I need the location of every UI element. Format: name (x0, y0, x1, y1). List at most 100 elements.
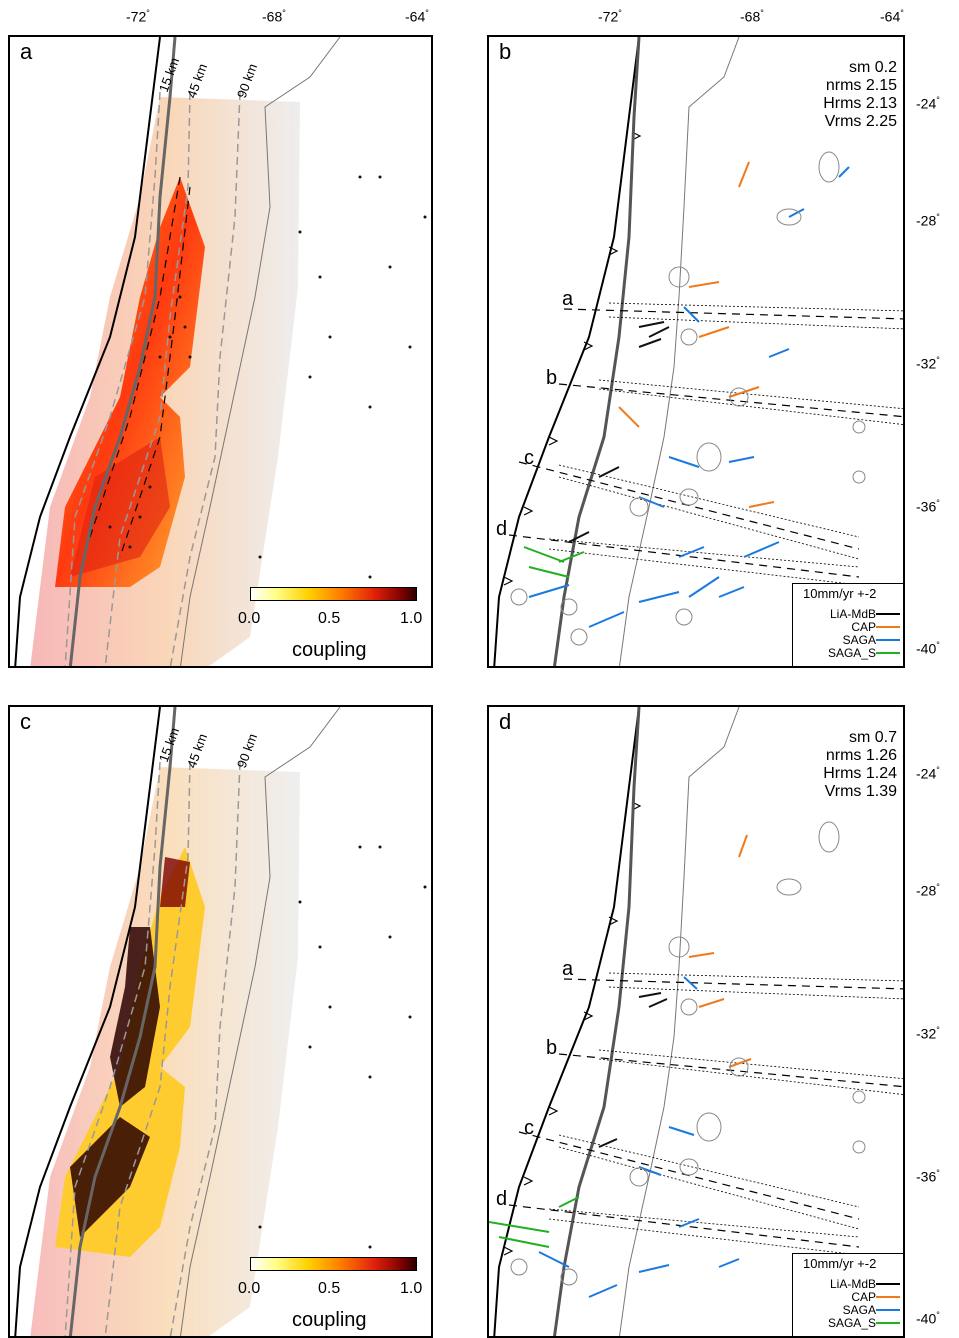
coupling-patch-high (160, 857, 190, 907)
stat-hrms: Hrms 1.24 (823, 765, 897, 782)
depth-contour-45 (104, 91, 191, 666)
panel-d-canvas (489, 707, 903, 1336)
contour-line (89, 176, 181, 538)
coastline (68, 37, 177, 666)
legend-entry: LiA-MdB (829, 1277, 876, 1291)
coastline (68, 707, 177, 1336)
lat-tick: -36° (916, 498, 940, 515)
lat-tick: -24° (916, 95, 940, 112)
profile-label: b (546, 367, 558, 389)
stat-vrms: Vrms 2.25 (824, 113, 897, 130)
stat-sm: sm 0.2 (848, 59, 897, 76)
profile-label: d (496, 1188, 508, 1210)
profile-lines (508, 972, 903, 1256)
trench-line (14, 707, 161, 1336)
lat-tick: -40° (916, 640, 940, 657)
colorbar-tick: 0.5 (318, 1280, 341, 1297)
depth-contour-15 (64, 761, 161, 1336)
lat-tick: -28° (916, 212, 940, 229)
profile-label: a (562, 958, 574, 980)
lat-tick: -36° (916, 1168, 940, 1185)
legend-entry: SAGA (842, 633, 876, 647)
lat-tick: -32° (916, 1025, 940, 1042)
profile-label: a (562, 288, 574, 310)
profile-lines (508, 302, 903, 586)
colorbar-tick: 1.0 (400, 610, 423, 627)
legend-scale: 10mm/yr +-2 (803, 586, 877, 601)
legend-entry: SAGA_S (827, 1316, 876, 1330)
trench-teeth (503, 131, 642, 586)
fit-statistics: sm 0.7 nrms 1.26 Hrms 1.24 Vrms 1.39 (823, 729, 897, 801)
station-dots (108, 175, 427, 579)
velocity-arrows (523, 161, 850, 628)
colorbar-tick: 0.0 (238, 610, 261, 627)
station-dots (258, 845, 427, 1249)
country-border (619, 707, 740, 1336)
panel-letter: b (499, 39, 512, 64)
coupling-colorbar (250, 587, 417, 601)
lat-tick: -40° (916, 1310, 940, 1327)
error-ellipses (510, 821, 866, 1286)
stat-nrms: nrms 2.15 (825, 77, 897, 94)
coupling-colorbar (250, 1257, 417, 1271)
panel-a-map: a 15 km 45 km 90 km 0.0 0.5 1.0 coupling (8, 35, 433, 668)
panel-letter: c (20, 709, 31, 734)
panel-b-canvas (493, 37, 903, 666)
legend-entry: CAP (851, 1290, 876, 1304)
lon-tick: -64° (880, 8, 904, 25)
contour-line (119, 186, 191, 558)
legend-arrows (876, 1283, 900, 1324)
colorbar-tick: 0.0 (238, 1280, 261, 1297)
coupling-patch-high (70, 437, 170, 577)
lon-tick: -72° (598, 8, 622, 25)
depth-contour-45 (104, 761, 191, 1336)
velocity-legend: 10mm/yr +-2 LiA-MdB CAP SAGA SAGA_S (792, 1253, 903, 1336)
stat-sm: sm 0.7 (848, 729, 897, 746)
country-border (619, 37, 740, 666)
legend-entry: LiA-MdB (829, 607, 876, 621)
panel-c-map: c 15 km 45 km 90 km 0.0 0.5 1.0 coupling (8, 705, 433, 1338)
legend-entry: SAGA (842, 1303, 876, 1317)
stat-vrms: Vrms 1.39 (824, 783, 897, 800)
profile-label: c (524, 1117, 534, 1139)
profile-label: d (496, 518, 508, 540)
profile-label: b (546, 1037, 558, 1059)
stat-hrms: Hrms 2.13 (823, 95, 897, 112)
coupling-patch-high (110, 927, 160, 1107)
legend-entry: CAP (851, 620, 876, 634)
trench-line (493, 37, 640, 666)
fit-statistics: sm 0.2 nrms 2.15 Hrms 2.13 Vrms 2.25 (823, 59, 897, 131)
depth-contour-90 (169, 91, 241, 666)
error-ellipses (510, 151, 866, 646)
stat-nrms: nrms 1.26 (825, 747, 897, 764)
panel-a-canvas (14, 37, 427, 666)
panel-b-map: b sm 0.2 nrms 2.15 Hrms 2.13 Vrms 2.25 a… (487, 35, 905, 668)
country-border (180, 37, 341, 666)
colorbar-title: coupling (292, 639, 367, 661)
lon-tick: -68° (740, 8, 764, 25)
lon-tick: -64° (405, 8, 429, 25)
velocity-arrows (489, 834, 752, 1298)
legend-scale: 10mm/yr +-2 (803, 1256, 877, 1271)
trench-line (493, 707, 640, 1336)
coastline (553, 707, 641, 1336)
coastline (553, 37, 641, 666)
lon-tick: -68° (262, 8, 286, 25)
legend-arrows (876, 613, 900, 654)
colorbar-tick: 0.5 (318, 610, 341, 627)
depth-contour-90 (169, 761, 241, 1336)
lat-tick: -24° (916, 765, 940, 782)
lat-tick: -28° (916, 882, 940, 899)
lat-tick: -32° (916, 355, 940, 372)
panel-letter: a (20, 39, 33, 64)
profile-label: c (524, 447, 534, 469)
colorbar-title: coupling (292, 1309, 367, 1331)
coupling-patch (55, 177, 205, 587)
depth-contour-15 (64, 91, 161, 666)
panel-c-canvas (14, 707, 427, 1336)
legend-entry: SAGA_S (827, 646, 876, 660)
trench-line (14, 37, 161, 666)
colorbar-tick: 1.0 (400, 1280, 423, 1297)
velocity-legend: 10mm/yr +-2 LiA-MdB CAP SAGA SAGA_S (792, 583, 903, 666)
panel-letter: d (499, 709, 512, 734)
